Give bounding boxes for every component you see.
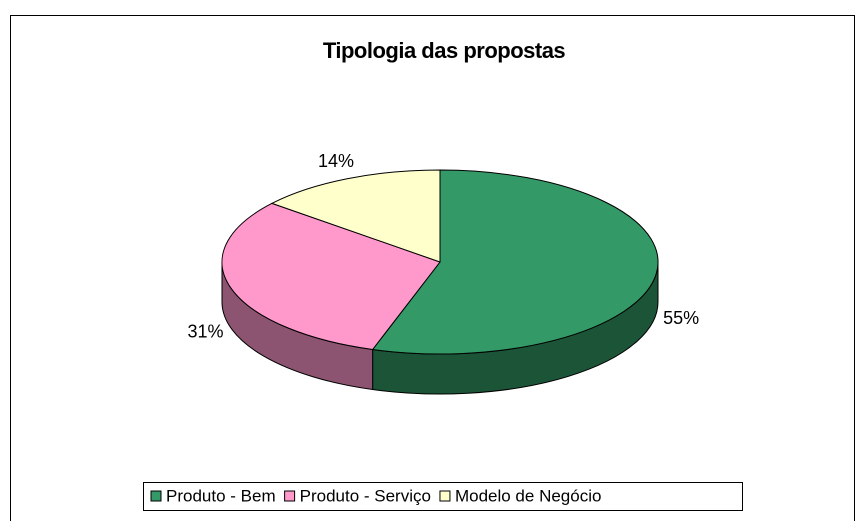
- data-label: 55%: [663, 308, 699, 328]
- legend-swatch: [150, 490, 162, 502]
- legend-swatch: [284, 490, 296, 502]
- legend-label: Produto - Serviço: [300, 486, 431, 505]
- legend-swatch: [439, 490, 451, 502]
- legend-label: Modelo de Negócio: [455, 486, 601, 505]
- slice: [371, 169, 659, 355]
- slice: [221, 202, 441, 351]
- chart-title: Tipologia das propostas: [323, 38, 566, 63]
- slice: [270, 169, 441, 263]
- legend-label: Produto - Bem: [166, 486, 276, 505]
- data-label: 14%: [318, 151, 354, 171]
- data-label: 31%: [188, 322, 224, 342]
